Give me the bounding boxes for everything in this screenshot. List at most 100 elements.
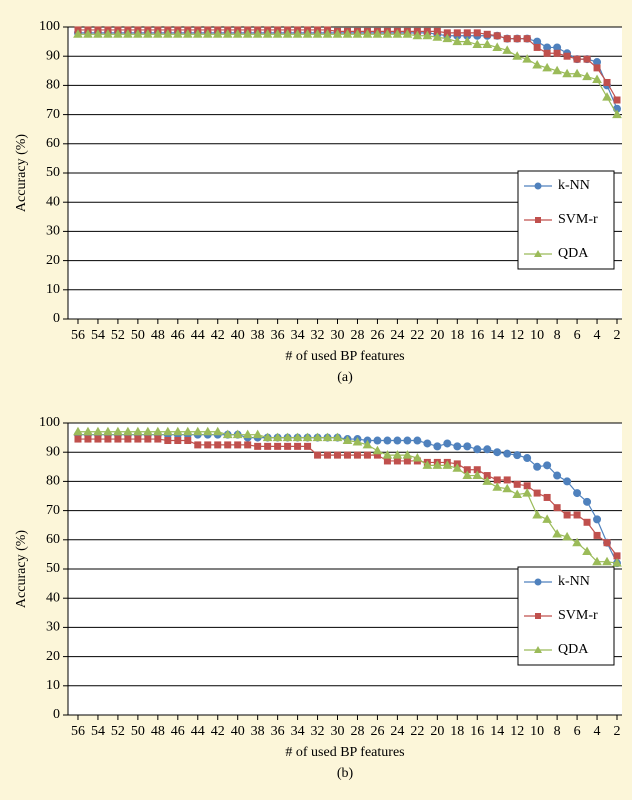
point <box>284 442 292 450</box>
point <box>543 49 551 57</box>
point <box>462 470 473 480</box>
point <box>224 441 232 449</box>
point <box>324 451 332 459</box>
point <box>563 52 571 60</box>
point <box>552 65 562 75</box>
point <box>412 453 423 462</box>
point <box>304 442 312 450</box>
point <box>103 426 113 436</box>
y-tick-label: 90 <box>46 48 60 63</box>
point <box>423 439 432 448</box>
point <box>262 432 273 442</box>
legend-label: QDA <box>558 642 589 657</box>
point <box>392 29 403 38</box>
point <box>463 442 472 451</box>
legend-label: k-NN <box>558 574 590 589</box>
point <box>542 62 552 72</box>
point <box>152 29 163 38</box>
point <box>592 74 602 84</box>
point <box>473 445 482 454</box>
x-tick-label: 8 <box>554 328 561 343</box>
point <box>352 29 363 38</box>
x-tick-label: 48 <box>151 328 165 343</box>
x-tick-label: 2 <box>614 328 621 343</box>
point <box>292 432 303 442</box>
x-tick-label: 20 <box>430 328 444 343</box>
point <box>462 36 473 46</box>
legend-marker <box>534 182 542 190</box>
point <box>403 457 411 465</box>
point <box>473 29 481 37</box>
legend-marker <box>534 646 542 653</box>
point <box>334 451 342 459</box>
x-tick-label: 46 <box>171 328 185 343</box>
x-tick-label: 56 <box>71 724 85 739</box>
point <box>513 451 522 460</box>
x-tick-label: 14 <box>490 328 504 343</box>
x-tick-label: 12 <box>510 724 524 739</box>
point <box>533 43 541 51</box>
point <box>442 460 453 469</box>
point <box>212 426 223 436</box>
point <box>422 460 433 469</box>
point <box>222 29 233 38</box>
point <box>262 29 273 38</box>
point <box>212 29 223 38</box>
point <box>602 92 612 101</box>
y-tick-label: 100 <box>39 19 60 34</box>
point <box>562 531 572 541</box>
point <box>563 511 571 519</box>
point <box>582 546 592 555</box>
point <box>124 435 132 443</box>
caption: (b) <box>337 766 354 781</box>
point <box>522 54 533 63</box>
point <box>103 29 113 38</box>
point <box>113 426 123 436</box>
y-tick-label: 70 <box>46 107 60 122</box>
point <box>612 558 622 567</box>
point <box>583 55 591 63</box>
x-tick-label: 32 <box>311 724 325 739</box>
legend-marker <box>534 578 542 586</box>
x-tick-label: 24 <box>390 724 404 739</box>
y-tick-label: 50 <box>46 165 60 180</box>
point <box>114 435 122 443</box>
x-tick-label: 38 <box>251 328 265 343</box>
x-tick-label: 50 <box>131 724 145 739</box>
point <box>453 442 462 451</box>
point <box>553 471 562 480</box>
point <box>282 29 293 38</box>
point <box>272 29 283 38</box>
x-tick-label: 26 <box>370 724 384 739</box>
point <box>572 537 582 547</box>
point <box>543 461 552 470</box>
point <box>493 476 501 484</box>
point <box>93 29 103 38</box>
point <box>502 483 513 493</box>
point <box>452 463 463 472</box>
point <box>472 470 483 480</box>
point <box>204 441 212 449</box>
point <box>402 450 413 459</box>
point <box>144 435 152 443</box>
point <box>413 436 422 445</box>
point <box>543 493 551 501</box>
y-tick-label: 100 <box>39 415 60 430</box>
point <box>573 511 581 519</box>
point <box>402 29 413 38</box>
point <box>142 426 153 436</box>
x-tick-label: 40 <box>231 724 245 739</box>
point <box>383 457 391 465</box>
y-axis-label: Accuracy (%) <box>14 530 29 608</box>
point <box>73 29 83 38</box>
point <box>612 109 622 119</box>
point <box>392 450 403 459</box>
x-tick-label: 36 <box>271 328 285 343</box>
x-tick-label: 24 <box>390 328 404 343</box>
point <box>523 482 531 490</box>
x-tick-label: 56 <box>71 328 85 343</box>
point <box>342 29 353 38</box>
point <box>383 436 392 445</box>
point <box>294 442 302 450</box>
point <box>162 29 173 38</box>
